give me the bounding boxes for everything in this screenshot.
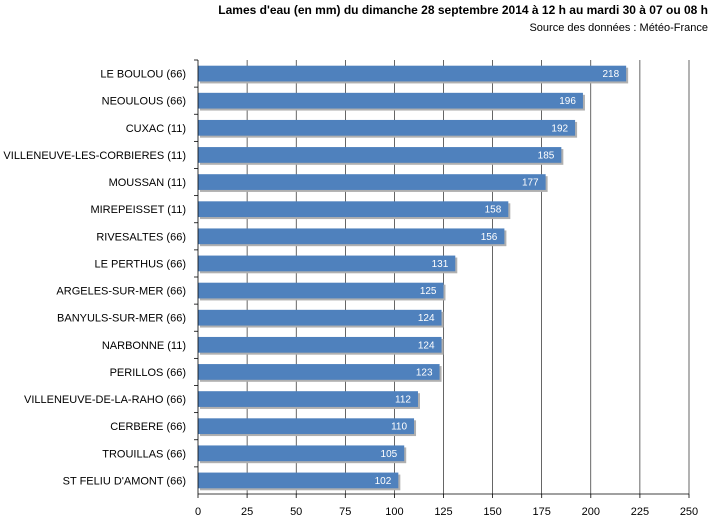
bar bbox=[198, 92, 583, 109]
category-label: MIREPEISSET (11) bbox=[90, 204, 186, 216]
category-label: PERILLOS (66) bbox=[110, 367, 186, 379]
bar bbox=[198, 418, 415, 435]
bar bbox=[198, 391, 418, 407]
bar bbox=[198, 336, 442, 353]
bar bbox=[198, 309, 442, 326]
category-label: ST FELIU D'AMONT (66) bbox=[63, 475, 186, 487]
x-tick-label: 75 bbox=[339, 506, 351, 518]
category-label: NARBONNE (11) bbox=[102, 340, 186, 352]
data-label: 123 bbox=[416, 367, 433, 378]
bar bbox=[198, 282, 444, 299]
chart-title: Lames d'eau (en mm) du dimanche 28 septe… bbox=[218, 3, 708, 17]
bar bbox=[198, 174, 546, 190]
x-tick-label: 125 bbox=[434, 506, 452, 518]
bar bbox=[198, 65, 627, 82]
category-label: CERBERE (66) bbox=[110, 421, 186, 433]
bar bbox=[198, 147, 562, 163]
bar bbox=[198, 255, 456, 272]
bar bbox=[198, 364, 440, 380]
x-tick-label: 100 bbox=[385, 506, 403, 518]
bar bbox=[198, 228, 505, 245]
data-label: 185 bbox=[538, 150, 555, 161]
data-label: 110 bbox=[391, 422, 407, 433]
category-labels: LE BOULOU (66) NEOULOUS (66) CUXAC (11) VIL… bbox=[3, 69, 186, 488]
bars: 218 196 192 185 177 158 156 131 125 124 124 123 112 1… bbox=[198, 65, 629, 491]
data-label: 196 bbox=[559, 96, 576, 107]
data-label: 102 bbox=[375, 476, 392, 487]
x-tick-label: 25 bbox=[241, 506, 253, 518]
data-label: 124 bbox=[418, 340, 435, 351]
category-label: BANYULS-SUR-MER (66) bbox=[57, 313, 186, 325]
category-label: VILLENEUVE-LES-CORBIERES (11) bbox=[3, 150, 186, 162]
category-label: VILLENEUVE-DE-LA-RAHO (66) bbox=[24, 394, 186, 406]
chart-subtitle: Source des données : Météo-France bbox=[529, 22, 708, 34]
x-tick-label: 250 bbox=[680, 506, 698, 518]
bar bbox=[198, 472, 399, 489]
x-tick-label: 0 bbox=[195, 506, 201, 518]
data-label: 125 bbox=[420, 286, 437, 297]
category-label: CUXAC (11) bbox=[126, 123, 186, 135]
x-tick-label: 50 bbox=[290, 506, 302, 518]
category-label: NEOULOUS (66) bbox=[102, 96, 186, 108]
category-label: LE BOULOU (66) bbox=[100, 69, 186, 81]
data-label: 124 bbox=[418, 313, 435, 324]
x-tick-label: 175 bbox=[533, 506, 551, 518]
bar bbox=[198, 445, 405, 462]
category-label: TROUILLAS (66) bbox=[102, 448, 186, 460]
x-axis: 0 25 50 75 100 125 150 175 200 225 250 bbox=[194, 59, 698, 518]
data-label: 177 bbox=[522, 178, 539, 189]
data-label: 131 bbox=[432, 259, 449, 270]
category-label: ARGELES-SUR-MER (66) bbox=[56, 286, 186, 298]
data-label: 105 bbox=[381, 449, 398, 460]
data-label: 158 bbox=[485, 205, 502, 216]
bar bbox=[198, 119, 576, 136]
data-label: 218 bbox=[602, 69, 619, 80]
bar bbox=[198, 201, 509, 218]
category-label: LE PERTHUS (66) bbox=[95, 258, 187, 270]
x-tick-label: 150 bbox=[483, 506, 501, 518]
category-label: MOUSSAN (11) bbox=[109, 177, 186, 189]
data-label: 156 bbox=[481, 232, 498, 243]
category-label: RIVESALTES (66) bbox=[96, 231, 186, 243]
data-label: 192 bbox=[551, 123, 568, 134]
x-tick-label: 225 bbox=[631, 506, 649, 518]
data-label: 112 bbox=[395, 395, 411, 406]
x-tick-label: 200 bbox=[582, 506, 600, 518]
